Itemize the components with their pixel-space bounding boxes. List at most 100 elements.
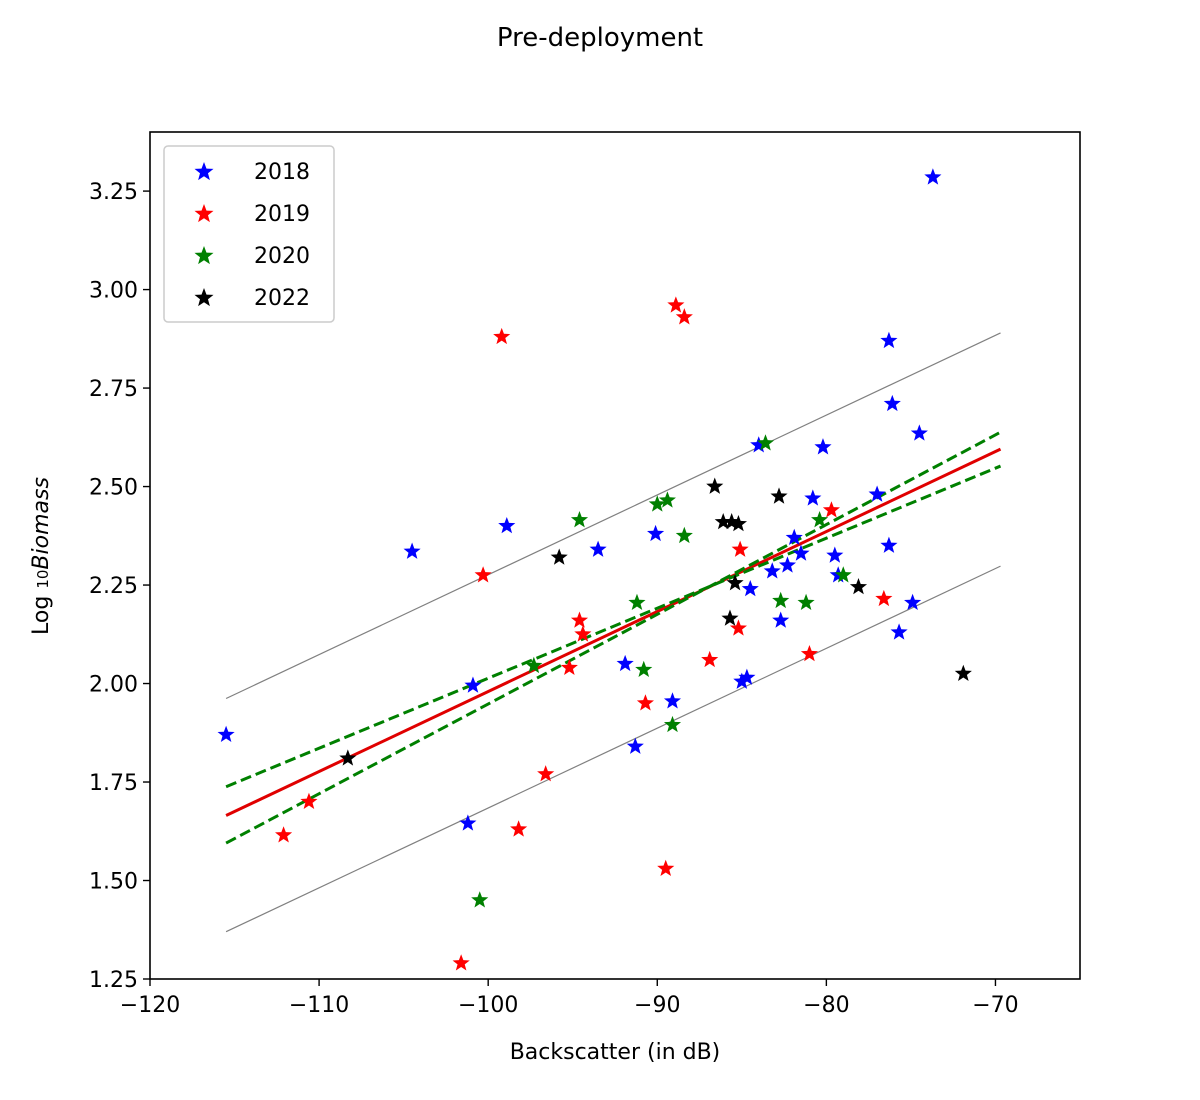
point-2022	[706, 477, 724, 494]
legend-marker-2018	[194, 162, 214, 181]
x-tick-label: −120	[120, 993, 180, 1018]
legend-label: 2020	[254, 244, 310, 269]
point-2022	[339, 749, 357, 766]
y-axis-title-main: Biomass	[29, 477, 54, 570]
legend-label: 2018	[254, 160, 310, 185]
point-2019	[675, 308, 693, 325]
point-2018	[763, 562, 781, 579]
point-2018	[464, 676, 482, 693]
point-2018	[826, 546, 844, 563]
point-2022	[849, 578, 868, 595]
point-2018	[733, 672, 751, 689]
point-2020	[635, 660, 653, 678]
point-2018	[741, 579, 759, 597]
point-2019	[452, 954, 470, 971]
point-2019	[560, 658, 578, 676]
point-2020	[811, 511, 829, 528]
point-2020	[648, 495, 666, 512]
point-2020	[525, 656, 543, 674]
y-tick-label: 2.75	[89, 377, 138, 402]
y-axis-title-subscript: 10	[34, 570, 52, 589]
point-2019	[300, 792, 318, 809]
point-2018	[403, 542, 421, 559]
legend-marker-2019	[194, 204, 214, 223]
point-2018	[647, 524, 665, 542]
point-2020	[797, 593, 815, 611]
point-2019	[275, 826, 293, 843]
point-2019	[574, 625, 592, 642]
y-axis-title-prefix: Log	[29, 589, 54, 635]
point-2019	[875, 589, 893, 607]
point-2018	[738, 668, 756, 685]
point-2018	[778, 556, 797, 573]
legend-marker-2022	[194, 288, 214, 307]
point-2019	[701, 650, 719, 668]
line-fit	[225, 447, 1002, 817]
line-prediction-lower	[225, 565, 1001, 933]
legend-marker-2020	[194, 246, 214, 265]
data-points	[217, 168, 972, 971]
plot-frame	[149, 131, 1081, 980]
point-2018	[814, 438, 832, 455]
point-2018	[589, 540, 607, 557]
point-2019	[729, 619, 747, 636]
point-2018	[498, 516, 516, 534]
y-axis: 1.25 1.50 1.75 2.00 2.25 2.50 2.75 3.00 3.25	[89, 180, 150, 993]
point-2019	[570, 611, 589, 628]
point-2022	[954, 664, 972, 681]
point-2018	[785, 528, 803, 546]
point-2018	[880, 331, 898, 349]
point-2020	[772, 591, 790, 609]
x-axis: −120 −110 −100 −90 −80 −70	[120, 979, 1019, 1018]
y-tick-label: 3.25	[89, 180, 138, 205]
point-2019	[493, 327, 511, 345]
point-2022	[550, 548, 568, 565]
point-2020	[663, 715, 682, 733]
point-2019	[667, 296, 685, 313]
point-2022	[726, 574, 744, 591]
point-2018	[890, 623, 908, 640]
point-2019	[657, 859, 675, 876]
point-2020	[756, 434, 775, 451]
point-2018	[924, 168, 942, 185]
point-2018	[217, 725, 235, 743]
y-tick-label: 3.00	[89, 279, 138, 304]
point-2018	[750, 436, 768, 453]
point-2019	[636, 694, 654, 711]
y-tick-label: 1.50	[89, 870, 138, 895]
y-tick-label: 1.75	[89, 771, 138, 796]
point-2019	[731, 540, 749, 557]
line-confidence-upper	[225, 464, 1002, 789]
y-tick-label: 2.00	[89, 673, 138, 698]
point-2019	[800, 644, 819, 662]
point-2018	[792, 544, 810, 561]
point-2019	[474, 566, 492, 583]
point-2022	[721, 609, 739, 626]
x-tick-label: −70	[972, 993, 1018, 1018]
point-2022	[714, 513, 732, 530]
point-2018	[910, 424, 928, 441]
x-tick-label: −80	[803, 993, 849, 1018]
point-2018	[459, 814, 477, 831]
point-2019	[822, 501, 840, 518]
x-tick-label: −110	[289, 993, 349, 1018]
point-2018	[626, 737, 644, 754]
chart-title: Pre-deployment	[497, 23, 703, 53]
y-tick-label: 2.25	[89, 574, 138, 599]
x-tick-label: −90	[634, 993, 680, 1018]
point-2020	[658, 491, 676, 508]
point-2020	[675, 526, 693, 544]
x-tick-label: −100	[458, 993, 518, 1018]
point-2020	[834, 566, 852, 583]
point-2019	[510, 820, 528, 837]
point-2018	[772, 611, 790, 628]
point-2018	[883, 394, 901, 412]
point-2020	[570, 511, 589, 528]
point-2018	[616, 654, 634, 672]
point-2018	[880, 536, 898, 553]
regression-lines	[225, 332, 1002, 933]
y-axis-title: Log 10Biomass	[29, 477, 54, 635]
legend: 2018 2019 2020 2022	[163, 145, 335, 323]
y-tick-label: 2.50	[89, 476, 138, 501]
